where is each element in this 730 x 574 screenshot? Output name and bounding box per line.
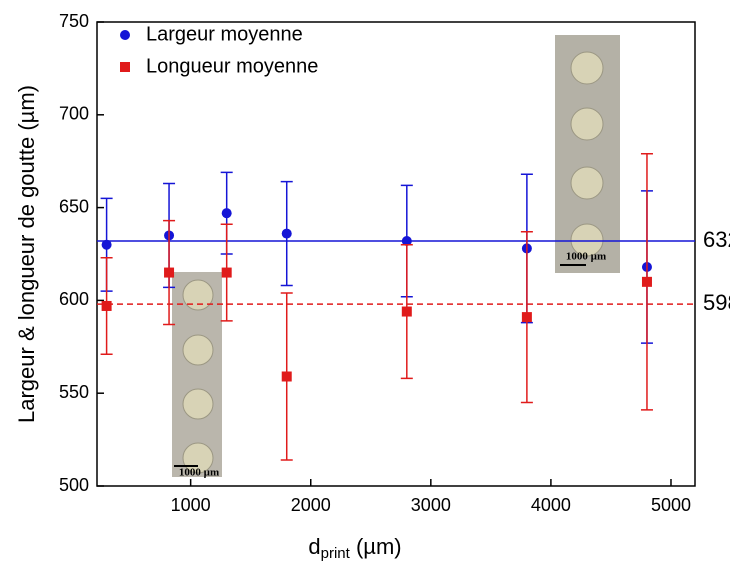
x-tick-label: 4000 xyxy=(531,495,571,515)
plot-frame xyxy=(96,21,696,487)
point xyxy=(281,371,292,382)
inset-right xyxy=(555,35,620,273)
scale-label: 1000 µm xyxy=(179,467,219,479)
x-label-sub: print xyxy=(321,545,351,562)
legend-marker xyxy=(120,62,130,72)
scale-label: 1000 µm xyxy=(566,251,606,263)
point xyxy=(164,267,175,278)
y-tick-label: 650 xyxy=(59,196,89,216)
x-axis-label: dprint (µm) xyxy=(308,534,401,562)
point xyxy=(521,312,532,323)
point xyxy=(101,300,112,311)
point xyxy=(281,228,292,239)
x-tick-label: 5000 xyxy=(651,495,691,515)
x-tick-label: 1000 xyxy=(171,495,211,515)
point xyxy=(101,239,112,250)
x-label-unit: (µm) xyxy=(350,534,402,559)
x-label-main: d xyxy=(308,534,320,559)
point xyxy=(401,236,412,247)
point xyxy=(221,267,232,278)
reference-label: 632 xyxy=(703,227,730,252)
y-tick-label: 700 xyxy=(59,104,89,124)
x-tick-label: 2000 xyxy=(291,495,331,515)
x-tick-label: 3000 xyxy=(411,495,451,515)
legend-label: Largeur moyenne xyxy=(146,23,303,45)
inset-left xyxy=(172,272,222,477)
point xyxy=(641,276,652,287)
y-tick-label: 750 xyxy=(59,11,89,31)
reference-label: 598 xyxy=(703,290,730,315)
y-tick-label: 500 xyxy=(59,475,89,495)
y-tick-label: 600 xyxy=(59,289,89,309)
legend-marker xyxy=(120,30,130,40)
legend-label: Longueur moyenne xyxy=(146,55,318,77)
point xyxy=(221,208,232,219)
y-tick-label: 550 xyxy=(59,382,89,402)
point xyxy=(401,306,412,317)
y-axis-label: Largeur & longueur de goutte (µm) xyxy=(14,85,39,423)
